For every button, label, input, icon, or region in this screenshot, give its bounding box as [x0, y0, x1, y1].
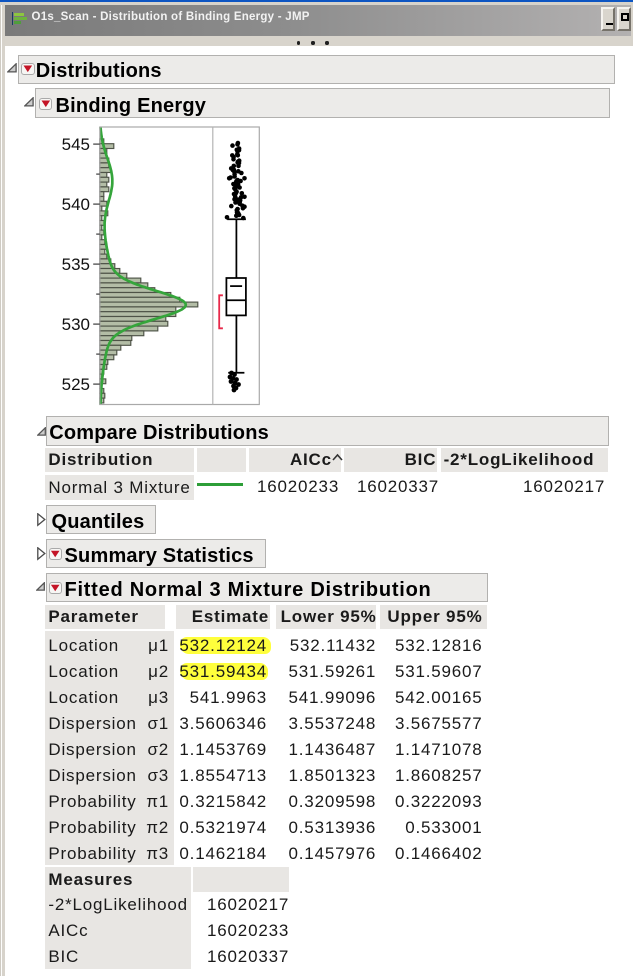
svg-text:535: 535 — [62, 255, 90, 274]
svg-text:525: 525 — [62, 375, 90, 394]
svg-text:530: 530 — [62, 315, 90, 334]
svg-text:545: 545 — [62, 135, 90, 154]
svg-text:540: 540 — [62, 195, 90, 214]
